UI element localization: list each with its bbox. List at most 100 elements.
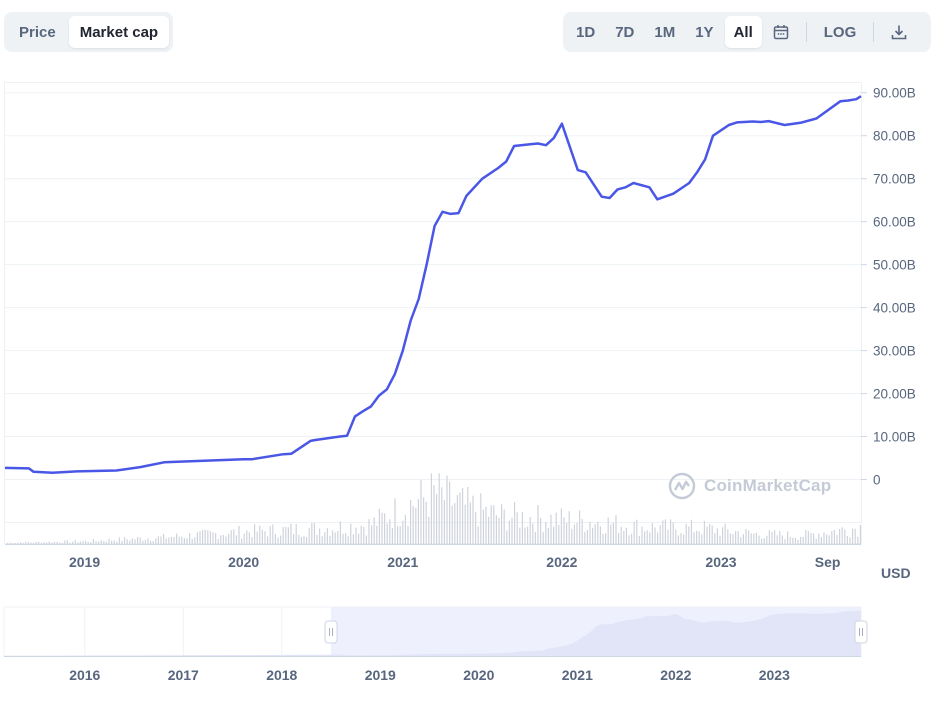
volume-bar <box>690 519 692 544</box>
volume-bar <box>248 532 250 544</box>
navigator-handle[interactable] <box>324 620 338 644</box>
volume-bar <box>787 531 789 544</box>
volume-bar <box>716 528 718 544</box>
volume-bar <box>438 473 440 544</box>
volume-bar <box>363 526 365 544</box>
volume-bar <box>347 536 349 544</box>
y-tick-label: 20.00B <box>873 387 916 402</box>
range-1d-tab[interactable]: 1D <box>576 23 596 41</box>
gridlines <box>5 92 867 524</box>
volume-bar <box>607 517 609 544</box>
price-tab[interactable]: Price <box>19 23 56 41</box>
volume-bar <box>118 537 120 544</box>
volume-bar <box>649 532 651 544</box>
y-tick-label: 80.00B <box>873 129 916 144</box>
range-navigator[interactable]: 2016 2017 2018 2019 2020 2021 2022 2023 <box>0 600 931 701</box>
volume-bar <box>836 534 838 544</box>
volume-bar <box>61 542 63 544</box>
volume-bar <box>826 534 828 544</box>
navigator-handles <box>324 620 868 644</box>
volume-bar <box>332 530 334 544</box>
volume-bar <box>38 541 40 544</box>
volume-bar <box>53 541 55 544</box>
volume-bar <box>95 540 97 544</box>
volume-bar <box>238 525 240 544</box>
volume-bar <box>553 526 555 544</box>
volume-bar <box>152 540 154 544</box>
range-7d-tab[interactable]: 7D <box>615 23 635 41</box>
volume-bar <box>384 513 386 544</box>
volume-bar <box>126 539 128 544</box>
volume-bar <box>480 493 482 544</box>
market-cap-chart[interactable]: 90.00B 80.00B 70.00B 60.00B 50.00B 40.00B 30.0… <box>0 78 931 583</box>
volume-bar <box>20 542 22 544</box>
volume-bar <box>563 517 565 544</box>
volume-bar <box>425 501 427 544</box>
volume-bar <box>345 533 347 544</box>
volume-bar <box>43 542 45 544</box>
volume-bar <box>813 533 815 544</box>
volume-bar <box>230 530 232 544</box>
range-1m-tab[interactable]: 1M <box>654 23 676 41</box>
volume-bar <box>64 540 66 544</box>
volume-bar <box>628 535 630 544</box>
navigator-tick-label: 2017 <box>168 667 199 683</box>
volume-bar <box>293 533 295 544</box>
watermark-text: CoinMarketCap <box>704 476 832 495</box>
volume-bar <box>181 536 183 544</box>
volume-bar <box>116 541 118 544</box>
volume-bar <box>113 540 115 544</box>
download-button[interactable] <box>882 16 916 48</box>
volume-bar <box>641 526 643 544</box>
volume-bar <box>475 511 477 544</box>
volume-bar <box>485 506 487 544</box>
volume-bar <box>222 534 224 544</box>
volume-bar <box>137 537 139 544</box>
volume-bar <box>833 529 835 544</box>
volume-bar <box>472 495 474 544</box>
volume-bar <box>540 518 542 544</box>
navigator-tick-label: 2018 <box>266 667 297 683</box>
range-1y-tab[interactable]: 1Y <box>695 23 714 41</box>
volume-bar <box>469 502 471 544</box>
volume-bar <box>784 539 786 544</box>
y-axis-labels: 90.00B 80.00B 70.00B 60.00B 50.00B 40.00B 30.0… <box>873 86 916 488</box>
volume-bar <box>732 533 734 544</box>
volume-bar <box>527 526 529 544</box>
volume-bar <box>66 540 68 544</box>
volume-bar <box>459 492 461 544</box>
volume-bar <box>810 532 812 544</box>
volume-bar <box>599 526 601 544</box>
calendar-button[interactable] <box>764 16 798 48</box>
volume-bar <box>467 487 469 544</box>
volume-bar <box>737 531 739 544</box>
volume-bar <box>46 542 48 544</box>
market-cap-tab[interactable]: Market cap <box>68 16 170 48</box>
volume-bar <box>233 529 235 544</box>
volume-bar <box>9 542 11 544</box>
volume-bar <box>696 530 698 544</box>
volume-bar <box>722 527 724 544</box>
volume-bar <box>241 538 243 544</box>
log-scale-button[interactable]: LOG <box>823 23 857 41</box>
volume-bar <box>805 530 807 544</box>
volume-bar <box>735 531 737 544</box>
calendar-icon <box>773 25 788 40</box>
volume-bar <box>482 509 484 544</box>
volume-bar <box>129 540 131 544</box>
volume-bar <box>571 528 573 544</box>
navigator-handle[interactable] <box>854 620 868 644</box>
volume-bar <box>605 533 607 544</box>
volume-bar <box>215 533 217 544</box>
volume-bar <box>802 536 804 544</box>
volume-bar <box>774 530 776 544</box>
volume-bar <box>441 487 443 544</box>
volume-bar <box>269 526 271 544</box>
volume-bar <box>121 540 123 544</box>
volume-bar <box>495 515 497 544</box>
volume-bar <box>415 507 417 544</box>
volume-bar <box>433 485 435 544</box>
range-all-tab[interactable]: All <box>724 16 762 48</box>
volume-bar <box>576 522 578 544</box>
volume-bar <box>272 524 274 544</box>
